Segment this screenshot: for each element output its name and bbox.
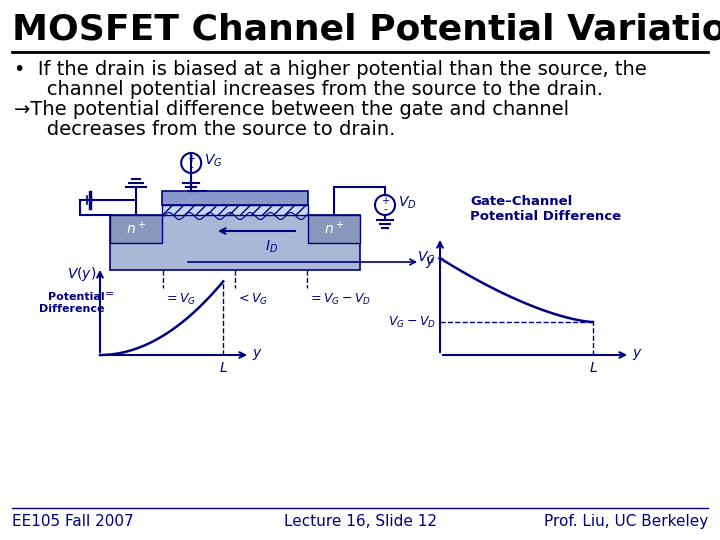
- Text: $V(y)$: $V(y)$: [67, 265, 96, 283]
- Text: $V_D$: $V_D$: [398, 195, 417, 211]
- Text: $n^+$: $n^+$: [324, 220, 344, 238]
- Text: $y$: $y$: [425, 254, 436, 269]
- Text: EE105 Fall 2007: EE105 Fall 2007: [12, 514, 134, 529]
- Text: $= V_G - V_D$: $= V_G - V_D$: [308, 292, 372, 307]
- Text: $n^+$: $n^+$: [126, 220, 146, 238]
- Bar: [162, 191, 308, 205]
- Bar: [162, 205, 308, 215]
- Text: $I_D$: $I_D$: [265, 239, 278, 255]
- Text: $< V_G$: $< V_G$: [236, 292, 269, 307]
- Text: +: +: [381, 196, 389, 206]
- Text: MOSFET Channel Potential Variation: MOSFET Channel Potential Variation: [12, 13, 720, 47]
- Text: Gate–Channel
Potential Difference: Gate–Channel Potential Difference: [470, 195, 621, 223]
- Text: -: -: [189, 162, 193, 172]
- Text: Potential
Difference: Potential Difference: [40, 292, 105, 314]
- Text: $L$: $L$: [219, 361, 228, 375]
- Text: -: -: [383, 204, 387, 214]
- Text: $V_G$: $V_G$: [204, 153, 222, 169]
- Text: Lecture 16, Slide 12: Lecture 16, Slide 12: [284, 514, 436, 529]
- Bar: [308, 215, 360, 243]
- Text: Prof. Liu, UC Berkeley: Prof. Liu, UC Berkeley: [544, 514, 708, 529]
- Text: channel potential increases from the source to the drain.: channel potential increases from the sou…: [28, 80, 603, 99]
- Text: =: =: [105, 289, 114, 299]
- Text: •  If the drain is biased at a higher potential than the source, the: • If the drain is biased at a higher pot…: [14, 60, 647, 79]
- Text: $V_G$: $V_G$: [418, 250, 436, 266]
- Bar: [110, 215, 162, 243]
- Text: $L$: $L$: [588, 361, 598, 375]
- Text: $= V_G$: $= V_G$: [164, 292, 197, 307]
- Text: $y$: $y$: [632, 348, 643, 362]
- Text: $V_G-V_D$: $V_G-V_D$: [388, 314, 436, 329]
- Bar: [110, 215, 360, 270]
- Text: +: +: [187, 154, 195, 164]
- Text: $y$: $y$: [252, 348, 263, 362]
- Text: →The potential difference between the gate and channel: →The potential difference between the ga…: [14, 100, 569, 119]
- Text: decreases from the source to drain.: decreases from the source to drain.: [28, 120, 395, 139]
